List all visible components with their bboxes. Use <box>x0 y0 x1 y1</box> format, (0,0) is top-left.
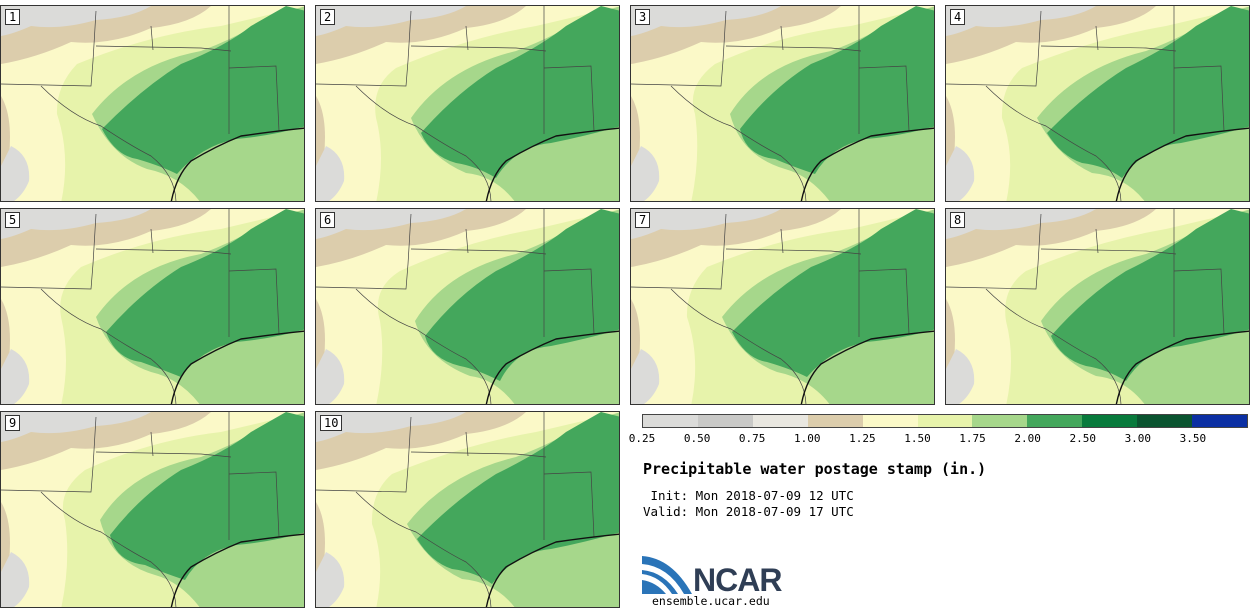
colorbar-segment <box>917 415 973 427</box>
logo-url: ensemble.ucar.edu <box>652 594 770 608</box>
panel-number-label: 5 <box>5 212 21 228</box>
colorbar-segment <box>697 415 753 427</box>
colorbar-segment <box>643 415 698 427</box>
colorbar-segment <box>1137 415 1193 427</box>
map-panel: 5 <box>0 208 305 405</box>
colorbar-segment <box>1027 415 1083 427</box>
colorbar-tick-label: 2.50 <box>1069 432 1096 445</box>
panel-number-label: 7 <box>635 212 651 228</box>
colorbar-tick-label: 0.25 <box>628 432 656 445</box>
init-time: Init: Mon 2018-07-09 12 UTC <box>643 488 854 503</box>
precipitable-water-map <box>631 209 934 404</box>
map-panel: 8 <box>945 208 1250 405</box>
map-panel: 1 <box>0 5 305 202</box>
panel-number-label: 1 <box>5 9 21 25</box>
colorbar-tick-label: 1.00 <box>794 432 821 445</box>
colorbar-segment <box>752 415 808 427</box>
colorbar-tick-label: 0.50 <box>683 432 711 445</box>
precipitable-water-map <box>631 6 934 201</box>
map-panel: 4 <box>945 5 1250 202</box>
map-panel: 6 <box>315 208 620 405</box>
colorbar-tick-label: 1.75 <box>959 432 986 445</box>
colorbar-tick-label: 3.50 <box>1179 432 1207 445</box>
panel-number-label: 6 <box>320 212 336 228</box>
colorbar-tick-label: 2.00 <box>1014 432 1041 445</box>
panel-number-label: 4 <box>950 9 966 25</box>
precipitable-water-map <box>316 209 619 404</box>
colorbar-tick-label: 0.75 <box>738 432 766 445</box>
precipitable-water-map <box>1 6 304 201</box>
precipitable-water-map <box>316 412 619 607</box>
colorbar-tick-label: 1.50 <box>904 432 931 445</box>
panel-number-label: 8 <box>950 212 966 228</box>
chart-title: Precipitable water postage stamp (in.) <box>643 460 987 478</box>
colorbar-tick-label: 1.25 <box>849 432 876 445</box>
panel-number-label: 9 <box>5 415 21 431</box>
valid-time: Valid: Mon 2018-07-09 17 UTC <box>643 504 854 519</box>
precipitable-water-map <box>1 412 304 607</box>
logo-name: NCAR <box>693 562 782 598</box>
ncar-logo-icon <box>642 556 692 594</box>
colorbar-segment <box>1192 415 1247 427</box>
map-panel: 10 <box>315 411 620 608</box>
map-panel: 3 <box>630 5 935 202</box>
precipitable-water-map <box>946 209 1249 404</box>
map-panel: 2 <box>315 5 620 202</box>
map-panel: 7 <box>630 208 935 405</box>
panel-number-label: 2 <box>320 9 336 25</box>
map-panel: 9 <box>0 411 305 608</box>
colorbar-ticks: 0.25 0.50 0.75 1.00 1.25 1.50 1.75 2.00 2.50 3.00… <box>629 432 1248 446</box>
colorbar <box>642 414 1248 428</box>
precipitable-water-map <box>316 6 619 201</box>
precipitable-water-map <box>1 209 304 404</box>
panel-number-label: 3 <box>635 9 651 25</box>
colorbar-segment <box>807 415 863 427</box>
panel-number-label: 10 <box>320 415 343 431</box>
colorbar-tick-label: 3.00 <box>1124 432 1152 445</box>
colorbar-segment <box>1082 415 1138 427</box>
precipitable-water-map <box>946 6 1249 201</box>
colorbar-segment <box>862 415 918 427</box>
colorbar-segment <box>972 415 1028 427</box>
